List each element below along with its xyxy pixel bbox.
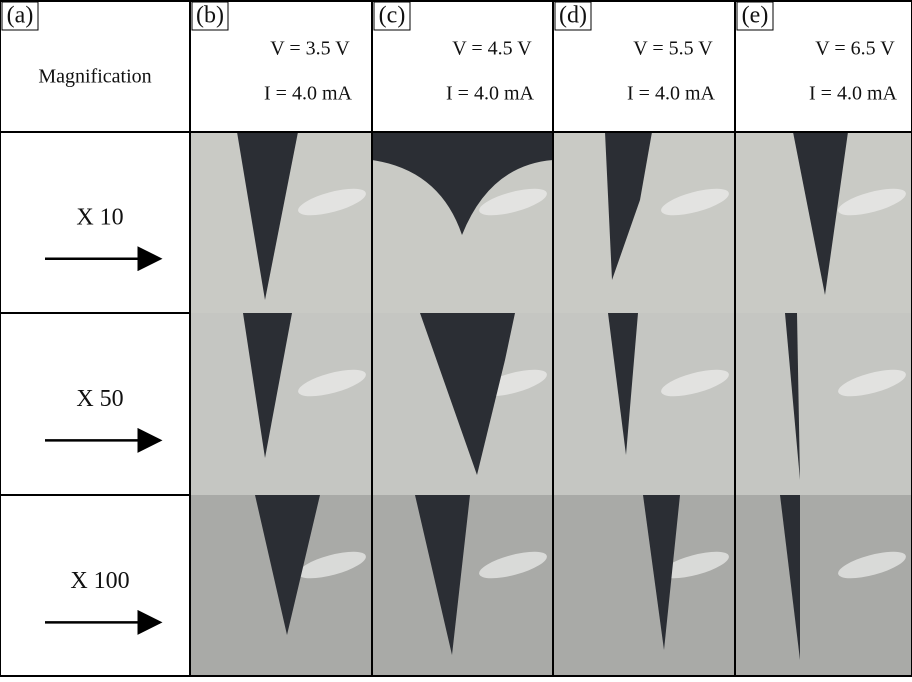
panel-label: (b) [196, 3, 224, 29]
micrograph [553, 495, 735, 677]
current: I = 4.0 mA [446, 83, 534, 105]
current: I = 4.0 mA [627, 83, 715, 105]
figure: (a) Magnification (b) V = 3.5 V I = 4.0 mA (c… [0, 0, 912, 677]
magnification-label: X 100 [70, 568, 129, 594]
magnification-label: X 10 [76, 204, 123, 230]
voltage: V = 4.5 V [452, 38, 532, 60]
column-header: Magnification [38, 66, 151, 88]
micrograph [735, 313, 912, 495]
panel-label: (a) [7, 3, 34, 29]
current: I = 4.0 mA [809, 83, 897, 105]
micrograph [553, 313, 735, 495]
panel-label: (d) [559, 3, 587, 29]
micrograph [735, 495, 912, 677]
current: I = 4.0 mA [264, 83, 352, 105]
voltage: V = 3.5 V [270, 38, 350, 60]
voltage: V = 5.5 V [633, 38, 713, 60]
voltage: V = 6.5 V [815, 38, 895, 60]
panel-label: (e) [742, 3, 769, 29]
magnification-label: X 50 [76, 386, 123, 412]
panel-label: (c) [379, 3, 406, 29]
page: {"panels": [ {"label": "(a)", "header": … [0, 0, 912, 677]
